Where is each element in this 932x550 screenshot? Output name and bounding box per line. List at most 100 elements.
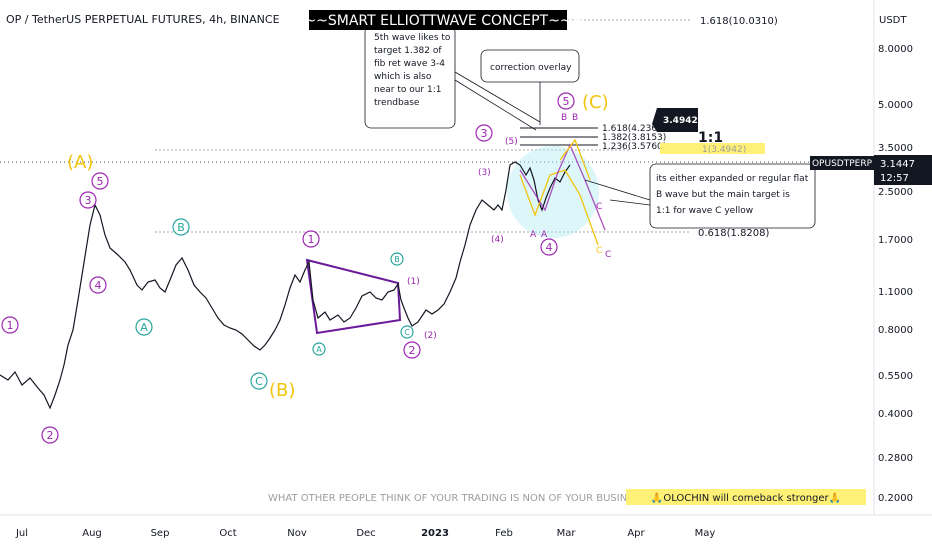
note-correction-box[interactable] — [480, 49, 580, 83]
price-tick-5: 5.0000 — [878, 100, 913, 111]
wave-circle-3-right: 3 — [475, 124, 493, 142]
price-axis-ticks: 8.0000 5.0000 3.5000 2.5000 1.7000 1.100… — [878, 44, 913, 504]
wave-circle-4-right: 4 — [540, 238, 558, 256]
wave-circle-1-mid: 1 — [302, 230, 320, 248]
symbol-tag-bg — [810, 156, 874, 170]
time-tick-jul: Jul — [15, 528, 28, 539]
svg-text:4: 4 — [95, 279, 102, 292]
fib-1618-label: 1.618(4.2363) — [602, 124, 666, 134]
time-tick-dec: Dec — [356, 528, 375, 539]
fib-0618-label: 0.618(1.8208) — [698, 228, 770, 239]
fib-1236-label: 1.236(3.5760) — [602, 142, 666, 152]
svg-text:4: 4 — [546, 241, 553, 254]
yellow-b-projection — [559, 138, 591, 181]
svg-text:1: 1 — [7, 319, 14, 332]
fib-1382-label: 1.382(3.8153) — [602, 133, 666, 143]
fib-1-highlight — [660, 143, 765, 154]
time-axis-ticks: Jul Aug Sep Oct Nov Dec 2023 Feb Mar Apr… — [15, 528, 715, 539]
wave-circle-c-small: C — [400, 325, 414, 339]
svg-text:2: 2 — [47, 429, 54, 442]
wave-circle-3-left: 3 — [79, 191, 97, 209]
signoff-text: 🙏OLOCHIN will comeback stronger🙏 — [651, 492, 841, 504]
time-tick-sep: Sep — [151, 528, 170, 539]
banner-bg — [309, 10, 567, 30]
wave-circle-a-small: A — [312, 342, 326, 356]
banner-text: ~~~SMART ELLIOTTWAVE CONCEPT~~~ — [293, 13, 584, 29]
svg-text:5: 5 — [563, 95, 570, 108]
wave-circle-C-teal: C — [250, 372, 268, 390]
flat-pointer — [584, 179, 651, 201]
last-price: 3.1447 — [880, 159, 915, 170]
signoff-bg — [626, 489, 866, 505]
time-tick-may: May — [695, 528, 716, 539]
svg-text:1: 1 — [308, 233, 315, 246]
fib-1-label: 1(3.4942) — [702, 145, 746, 155]
purple-projection — [519, 143, 606, 231]
price-tick-0-55: 0.5500 — [878, 371, 913, 382]
svg-text:C: C — [255, 375, 263, 388]
wave-circle-5-left: 5 — [91, 172, 109, 190]
svg-text:3: 3 — [85, 194, 92, 207]
time-tick-nov: Nov — [287, 528, 307, 539]
time-tick-oct: Oct — [219, 528, 236, 539]
quote-text: WHAT OTHER PEOPLE THINK OF YOUR TRADING … — [268, 493, 640, 504]
time-tick-apr: Apr — [627, 528, 645, 539]
svg-text:3: 3 — [481, 127, 488, 140]
note-pointer — [454, 79, 537, 131]
subwave-3: (3) — [478, 168, 491, 178]
note-correction: correction overlay — [490, 63, 572, 73]
letter-b-purple-2: B — [572, 113, 578, 123]
svg-text:B: B — [177, 221, 185, 234]
wave-circle-2-mid: 2 — [403, 341, 421, 359]
note-pointer-2 — [454, 71, 541, 123]
wave-circle-b-small: B — [390, 252, 404, 266]
time-tick-2023: 2023 — [421, 528, 449, 539]
price-flag-text: 3.4942 — [663, 116, 698, 126]
letter-a-yellow: A — [541, 230, 548, 240]
wave-label-C-big: (C) — [582, 92, 609, 113]
subwave-1: (1) — [407, 277, 420, 287]
price-flag[interactable] — [652, 108, 698, 132]
fib-top-label: 1.618(10.0310) — [700, 16, 778, 27]
svg-text:2: 2 — [409, 344, 416, 357]
subwave-5: (5) — [505, 137, 518, 147]
letter-c-yellow: C — [596, 246, 602, 256]
wave-circle-2-left: 2 — [41, 426, 59, 444]
price-tick-0-8: 0.8000 — [878, 325, 913, 336]
price-axis-currency: USDT — [879, 15, 907, 26]
price-tick-3-5: 3.5000 — [878, 143, 913, 154]
time-tick-feb: Feb — [495, 528, 513, 539]
price-tick-2-5: 2.5000 — [878, 187, 913, 198]
wave-label-B-big: (B) — [269, 380, 295, 401]
wave-circle-B-teal: B — [172, 218, 190, 236]
note-fifth-wave: 5th wave likes to target 1.382 of fib re… — [374, 33, 453, 108]
subwave-2: (2) — [424, 331, 437, 341]
last-price-bg[interactable] — [874, 155, 932, 185]
letter-c-purple-2: C — [605, 250, 611, 260]
letter-b-purple: B — [561, 113, 567, 123]
wave-circle-1-left: 1 — [1, 316, 19, 334]
wave-circle-5-right: 5 — [557, 92, 575, 110]
letter-a-purple: A — [530, 230, 537, 240]
price-tick-8: 8.0000 — [878, 44, 913, 55]
letter-c-purple: C — [596, 202, 602, 212]
note-flat-box[interactable] — [649, 163, 816, 229]
note-flat: its either expanded or regular flat B wa… — [656, 174, 811, 216]
ratio-label: 1:1 — [698, 130, 723, 146]
price-tick-0-2: 0.2000 — [878, 493, 913, 504]
price-tick-1-7: 1.7000 — [878, 235, 913, 246]
countdown: 12:57 — [880, 173, 909, 184]
svg-text:5: 5 — [97, 175, 104, 188]
price-series-line — [0, 161, 571, 410]
symbol-title: OP / TetherUS PERPETUAL FUTURES, 4h, BIN… — [6, 13, 280, 26]
wave-circle-4-left: 4 — [89, 276, 107, 294]
wave-circle-A-teal: A — [135, 318, 153, 336]
svg-text:C: C — [404, 328, 410, 337]
wave-label-A-big: (A) — [67, 152, 93, 173]
time-tick-mar: Mar — [557, 528, 577, 539]
price-tick-1-1: 1.1000 — [878, 287, 913, 298]
price-tick-0-4: 0.4000 — [878, 409, 913, 420]
price-tick-0-28: 0.2800 — [878, 453, 913, 464]
triangle-pattern — [305, 258, 402, 335]
